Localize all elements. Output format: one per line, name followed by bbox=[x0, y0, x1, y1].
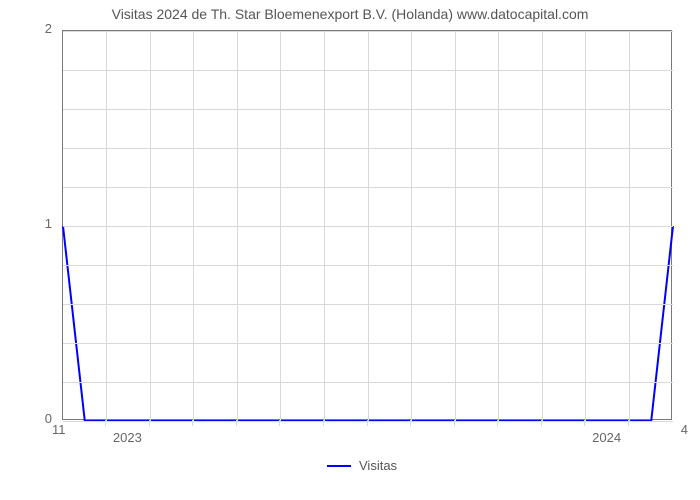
legend-swatch bbox=[327, 465, 351, 467]
grid-horizontal-major bbox=[63, 31, 673, 32]
x-minor-tick bbox=[541, 420, 542, 426]
x-minor-tick bbox=[497, 420, 498, 426]
grid-horizontal-major bbox=[63, 226, 673, 227]
x-tick-label: 2024 bbox=[567, 430, 647, 445]
grid-horizontal-minor bbox=[63, 304, 673, 305]
chart-title: Visitas 2024 de Th. Star Bloemenexport B… bbox=[0, 6, 700, 22]
y-tick-label: 2 bbox=[0, 21, 52, 36]
x-minor-tick bbox=[454, 420, 455, 426]
x-minor-tick bbox=[279, 420, 280, 426]
x-minor-tick bbox=[323, 420, 324, 426]
x-tick-label: 2023 bbox=[87, 430, 167, 445]
plot-area bbox=[62, 30, 672, 420]
grid-horizontal-minor bbox=[63, 148, 673, 149]
x-minor-tick bbox=[410, 420, 411, 426]
grid-horizontal-minor bbox=[63, 109, 673, 110]
x-axis-start-label: 11 bbox=[52, 422, 82, 437]
x-minor-tick bbox=[236, 420, 237, 426]
legend: Visitas bbox=[327, 458, 397, 473]
grid-horizontal-minor bbox=[63, 70, 673, 71]
x-axis-end-label: 4 bbox=[658, 422, 688, 437]
y-tick-label: 0 bbox=[0, 411, 52, 426]
grid-horizontal-minor bbox=[63, 265, 673, 266]
x-minor-tick bbox=[367, 420, 368, 426]
x-minor-tick bbox=[105, 420, 106, 426]
grid-horizontal-minor bbox=[63, 343, 673, 344]
x-minor-tick bbox=[192, 420, 193, 426]
chart-container: Visitas 2024 de Th. Star Bloemenexport B… bbox=[0, 0, 700, 500]
x-minor-tick bbox=[584, 420, 585, 426]
legend-label: Visitas bbox=[359, 458, 397, 473]
grid-horizontal-major bbox=[63, 421, 673, 422]
x-minor-tick bbox=[628, 420, 629, 426]
grid-horizontal-minor bbox=[63, 382, 673, 383]
x-minor-tick bbox=[149, 420, 150, 426]
y-tick-label: 1 bbox=[0, 216, 52, 231]
grid-horizontal-minor bbox=[63, 187, 673, 188]
